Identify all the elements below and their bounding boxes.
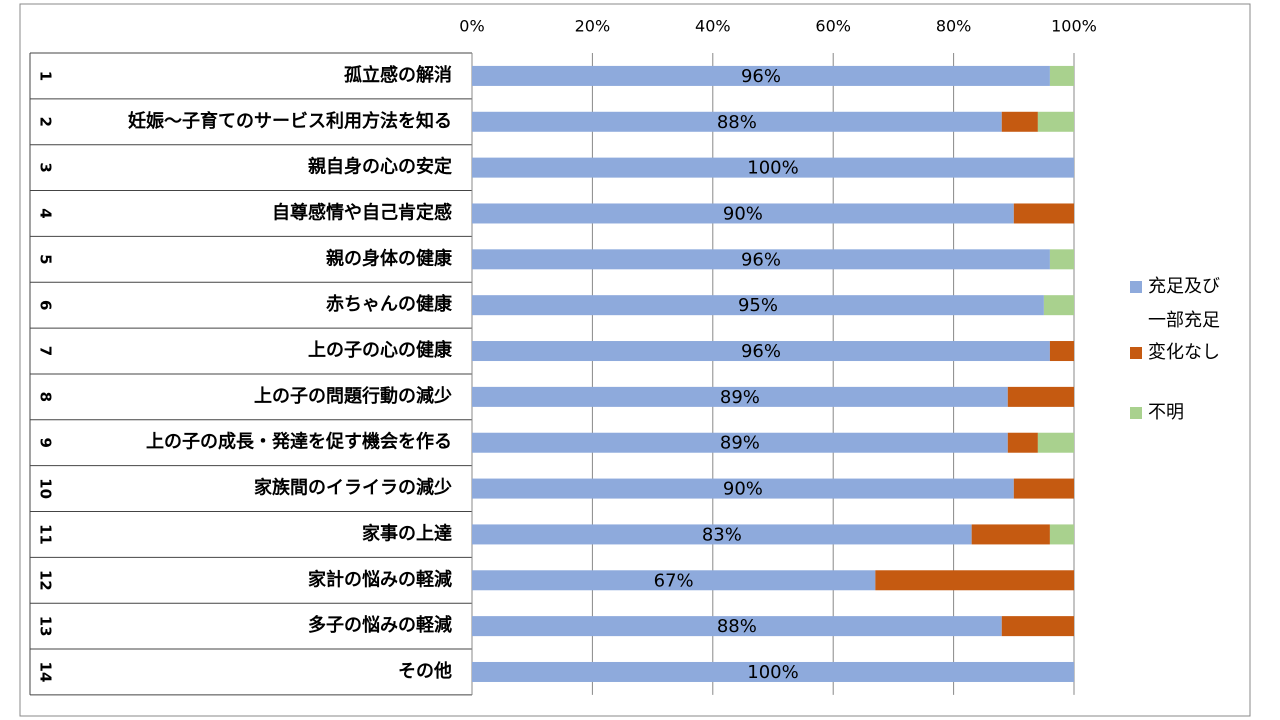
value-label: 95% — [738, 295, 778, 316]
legend-swatch — [1130, 281, 1142, 293]
value-label: 96% — [741, 66, 781, 87]
value-label: 88% — [717, 616, 757, 637]
chart-frame — [19, 3, 1251, 717]
x-tick-label: 0% — [459, 17, 484, 36]
value-label: 100% — [747, 158, 798, 179]
row-number: 14 — [37, 662, 55, 683]
category-label: 親自身の心の安定 — [308, 156, 452, 178]
bar-segment — [1037, 111, 1074, 132]
value-label: 96% — [741, 341, 781, 362]
category-label: 孤立感の解消 — [344, 64, 452, 86]
bar-segment — [1049, 341, 1074, 362]
legend-item: 不明 — [1130, 396, 1222, 430]
bar-segment — [1037, 432, 1074, 453]
legend-swatch — [1130, 407, 1142, 419]
row-number: 2 — [37, 117, 55, 127]
bar-segment — [472, 661, 1074, 682]
bar-segment — [1043, 295, 1074, 316]
category-label: 家計の悩みの軽減 — [308, 568, 452, 590]
row-number: 13 — [37, 616, 55, 637]
bar-segment — [1049, 249, 1074, 270]
bar-segment — [472, 203, 1014, 224]
row-number: 10 — [37, 478, 55, 499]
value-label: 89% — [720, 387, 760, 408]
bar-segment — [472, 570, 876, 591]
value-label: 67% — [654, 570, 694, 591]
legend-item: 変化なし — [1130, 336, 1222, 370]
category-label: 家事の上達 — [362, 522, 452, 544]
bar-segment — [472, 478, 1014, 499]
category-label: 妊娠～子育てのサービス利用方法を知る — [128, 110, 452, 132]
x-tick-label: 100% — [1051, 17, 1097, 36]
row-number: 4 — [37, 208, 55, 218]
row-number: 9 — [37, 438, 55, 448]
row-number: 7 — [37, 346, 55, 356]
category-label: 親の身体の健康 — [326, 247, 453, 269]
bar-segment — [472, 65, 1050, 86]
category-label: その他 — [398, 660, 452, 682]
row-number: 11 — [37, 524, 55, 545]
legend-swatch — [1130, 347, 1142, 359]
bar-segment — [1001, 616, 1074, 637]
bar-segment — [472, 249, 1050, 270]
value-label: 83% — [702, 524, 742, 545]
bar-segment — [875, 570, 1074, 591]
row-number: 5 — [37, 254, 55, 264]
bar-segment — [1007, 432, 1038, 453]
row-number: 8 — [37, 392, 55, 402]
bar-segment — [472, 295, 1044, 316]
legend-label: 不明 — [1148, 402, 1184, 423]
value-label: 96% — [741, 249, 781, 270]
x-tick-label: 20% — [575, 17, 611, 36]
legend-label: 充足及び一部充足 — [1148, 276, 1220, 331]
bar-segment — [1007, 386, 1074, 407]
category-label: 上の子の成長・発達を促す機会を作る — [146, 431, 452, 453]
value-label: 100% — [747, 662, 798, 683]
value-label: 90% — [723, 479, 763, 500]
row-number: 12 — [37, 570, 55, 591]
bar-segment — [472, 524, 972, 545]
legend-item: 充足及び一部充足 — [1130, 270, 1222, 338]
category-label: 多子の悩みの軽減 — [308, 614, 452, 636]
category-label: 上の子の心の健康 — [308, 339, 453, 361]
bar-segment — [472, 616, 1002, 637]
category-label: 赤ちゃんの健康 — [326, 293, 453, 315]
category-label: 自尊感情や自己肯定感 — [272, 201, 452, 223]
bar-segment — [1049, 524, 1074, 545]
bar-segment — [1049, 65, 1074, 86]
bar-segment — [971, 524, 1050, 545]
row-number: 6 — [37, 300, 55, 310]
bar-segment — [1001, 111, 1038, 132]
bar-segment — [1013, 478, 1074, 499]
x-tick-label: 40% — [695, 17, 731, 36]
bar-segment — [472, 111, 1002, 132]
value-label: 88% — [717, 112, 757, 133]
x-tick-label: 80% — [936, 17, 972, 36]
bar-segment — [472, 432, 1008, 453]
category-label: 上の子の問題行動の減少 — [254, 385, 452, 407]
row-number: 3 — [37, 162, 55, 172]
value-label: 89% — [720, 433, 760, 454]
category-label: 家族間のイライラの減少 — [254, 477, 452, 499]
bar-segment — [472, 386, 1008, 407]
bar-segment — [472, 157, 1074, 178]
row-number: 1 — [37, 71, 55, 81]
x-tick-label: 60% — [815, 17, 851, 36]
legend-label: 変化なし — [1148, 342, 1220, 363]
bar-segment — [1013, 203, 1074, 224]
bar-segment — [472, 341, 1050, 362]
value-label: 90% — [723, 203, 763, 224]
